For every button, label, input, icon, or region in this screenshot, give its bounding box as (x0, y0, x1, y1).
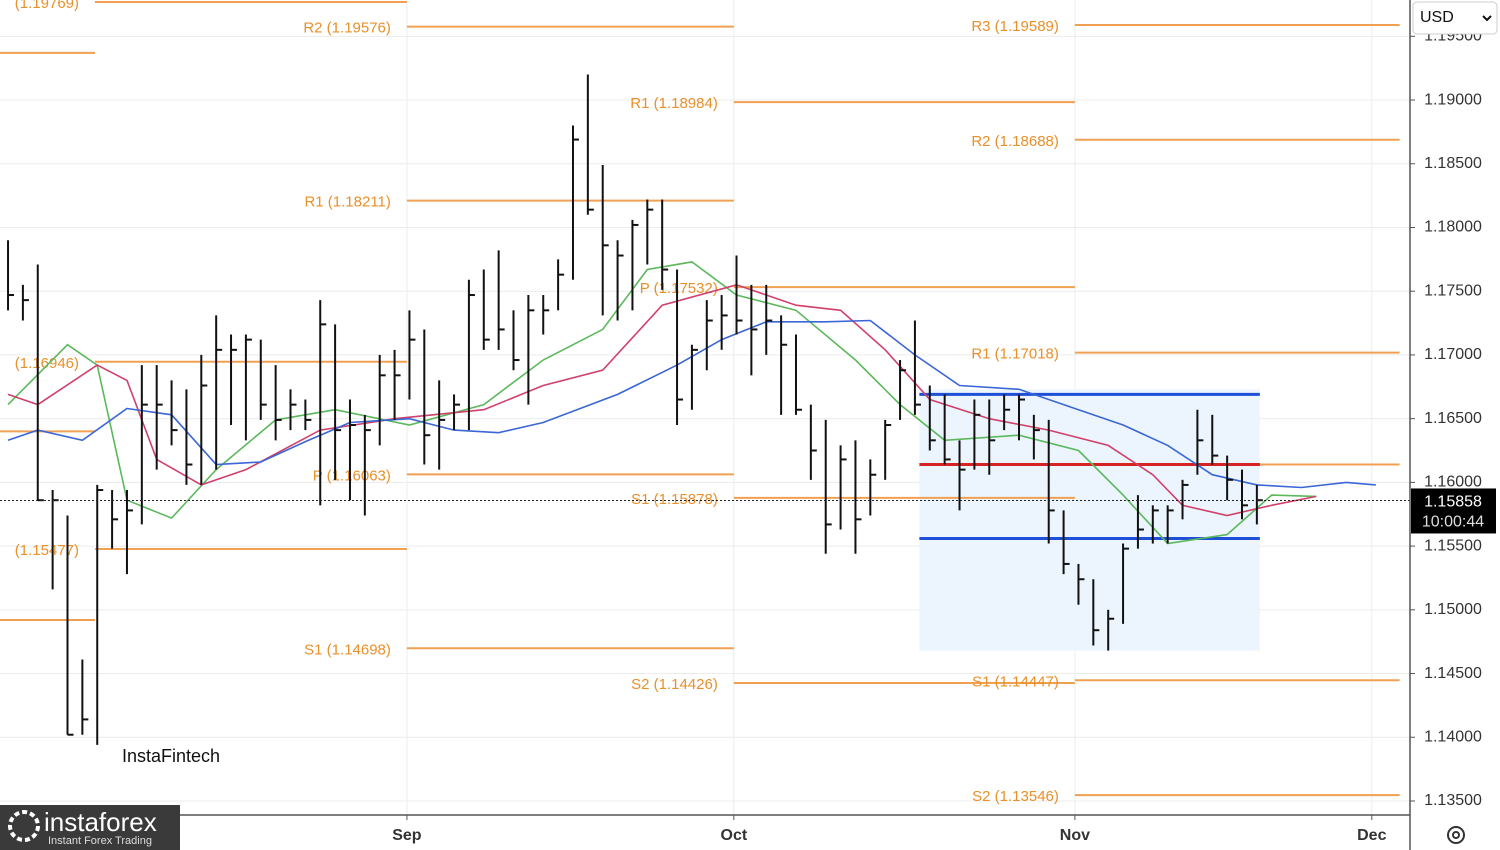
pivot-label: R1 (1.17018) (971, 346, 1059, 363)
y-tick-label: 1.19000 (1424, 91, 1482, 108)
pivot-label: S1 (1.15878) (631, 491, 718, 508)
pivot-label: S1 (1.14698) (304, 641, 391, 658)
pivot-label: P (1.17532) (640, 280, 718, 297)
y-tick-label: 1.18500 (1424, 155, 1482, 172)
pivot-label: P (1.16063) (313, 467, 391, 484)
pivot-label: S2 (1.14426) (631, 676, 718, 693)
brand-logo (8, 810, 40, 842)
pivot-label: R1 (1.18984) (630, 95, 718, 112)
pivot-label: (1.15477) (15, 542, 79, 559)
y-tick-label: 1.16000 (1424, 474, 1482, 491)
last-price-box (1411, 488, 1496, 534)
y-tick-label: 1.13500 (1424, 792, 1482, 809)
y-tick-label: 1.16500 (1424, 410, 1482, 427)
settings-icon[interactable] (1447, 826, 1465, 844)
watermark: InstaFintech (122, 746, 220, 766)
plot-area: (1.19769) (1.16946) (1.15477) R2 (1.19576) R… (0, 0, 1410, 815)
moving-average (7, 283, 1317, 517)
y-tick-label: 1.14000 (1424, 728, 1482, 745)
pivot-label: R2 (1.19576) (303, 20, 391, 37)
y-tick-label: 1.18000 (1424, 219, 1482, 236)
pivot-label: (1.16946) (15, 355, 79, 372)
x-tick-label: Sep (392, 827, 422, 844)
dropdown-chevron (1482, 15, 1492, 22)
x-tick-label: Oct (721, 827, 748, 844)
y-tick-label: 1.14500 (1424, 665, 1482, 682)
axes: 1.13500 1.14000 1.14500 1.15000 1.15500 1.160… (392, 28, 1496, 844)
moving-average (7, 261, 1317, 545)
currency-dropdown[interactable] (1412, 1, 1498, 35)
y-tick-label: 1.17500 (1424, 282, 1482, 299)
countdown-timer: 10:00:44 (1422, 514, 1484, 531)
pivot-label: R1 (1.18211) (304, 194, 390, 211)
pivot-label: S2 (1.13546) (972, 788, 1059, 805)
pivot-label: (1.19769) (15, 0, 79, 12)
pivot-label: R3 (1.19589) (971, 18, 1059, 35)
last-price-label: 1.15858 (1424, 494, 1482, 511)
brand-box (0, 805, 180, 850)
settings-core (1452, 831, 1460, 839)
settings-ring (1447, 826, 1465, 844)
y-tick-label: 1.15500 (1424, 537, 1482, 554)
moving-average (7, 319, 1376, 489)
x-tick-label: Dec (1357, 827, 1386, 844)
pivot-label: R2 (1.18688) (971, 133, 1059, 150)
brand-name: instaforex (44, 807, 157, 837)
x-tick-label: Nov (1060, 827, 1090, 844)
pivot-label: S1 (1.14447) (972, 673, 1059, 690)
y-tick-label: 1.17000 (1424, 346, 1482, 363)
currency-label: USD (1420, 9, 1454, 26)
y-tick-label: 1.15000 (1424, 601, 1482, 618)
brand-tagline: Instant Forex Trading (48, 835, 152, 847)
volume-profile-area (919, 389, 1260, 651)
